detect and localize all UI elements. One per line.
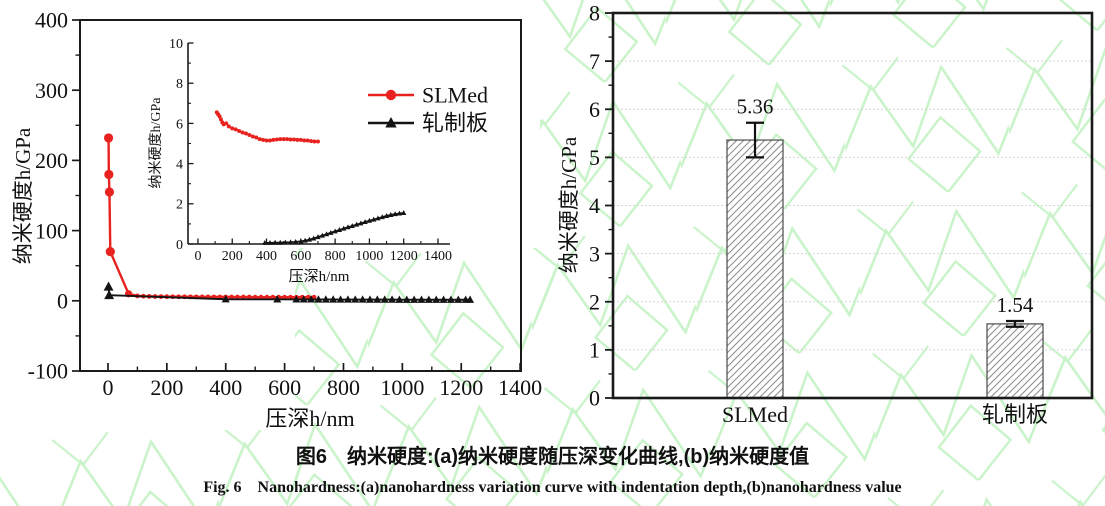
svg-text:4: 4 bbox=[176, 158, 183, 173]
svg-text:4: 4 bbox=[589, 193, 600, 218]
inset-series-rolled-plate bbox=[262, 210, 407, 245]
chart-b-y-label: 纳米硬度h/GPa bbox=[557, 136, 581, 273]
svg-text:1200: 1200 bbox=[390, 249, 418, 264]
bar-slmed: 5.36 SLMed bbox=[722, 95, 788, 427]
svg-text:1000: 1000 bbox=[380, 375, 424, 400]
svg-text:6: 6 bbox=[589, 97, 600, 122]
svg-text:纳米硬度h/GPa: 纳米硬度h/GPa bbox=[148, 97, 164, 189]
svg-text:0: 0 bbox=[589, 386, 600, 411]
svg-text:3: 3 bbox=[589, 241, 600, 266]
svg-text:200: 200 bbox=[35, 148, 68, 173]
svg-text:5: 5 bbox=[589, 145, 600, 170]
svg-text:10: 10 bbox=[169, 37, 183, 52]
svg-text:100: 100 bbox=[35, 218, 68, 243]
legend-item-slmed: SLMed bbox=[368, 83, 488, 108]
svg-text:1000: 1000 bbox=[355, 249, 383, 264]
svg-text:8: 8 bbox=[589, 1, 600, 26]
bar-value-label: 1.54 bbox=[997, 293, 1034, 317]
chart-b-nanohardness-bars: 0 1 2 3 4 5 6 7 8 5.36 SLMed 1.54 轧制板 纳米硬度h/GPa bbox=[557, 1, 1094, 427]
svg-text:压深h/nm: 压深h/nm bbox=[265, 406, 354, 431]
series-slmed bbox=[103, 133, 317, 300]
legend-item-rolled-plate: 轧制板 bbox=[368, 111, 488, 136]
bars: 5.36 SLMed 1.54 轧制板 bbox=[722, 95, 1048, 427]
svg-text:-100: -100 bbox=[28, 359, 68, 384]
svg-text:2: 2 bbox=[176, 198, 183, 213]
svg-text:800: 800 bbox=[325, 249, 346, 264]
svg-text:1: 1 bbox=[589, 338, 600, 363]
svg-text:300: 300 bbox=[35, 78, 68, 103]
error-bar-slmed bbox=[746, 121, 764, 159]
svg-text:0: 0 bbox=[102, 375, 113, 400]
svg-text:纳米硬度h/GPa: 纳米硬度h/GPa bbox=[557, 136, 581, 273]
series-rolled-plate bbox=[103, 281, 475, 303]
category-label: 轧制板 bbox=[982, 402, 1048, 427]
inset-chart: 0 2 4 6 8 10 0 200 400 600 800 1000 1200 1400 压深h/nm 纳米… bbox=[148, 37, 452, 285]
inset-series-slmed bbox=[214, 110, 320, 144]
svg-text:1200: 1200 bbox=[439, 375, 483, 400]
svg-text:2: 2 bbox=[589, 289, 600, 314]
svg-text:轧制板: 轧制板 bbox=[422, 111, 488, 136]
caption-chinese: 图6 纳米硬度:(a)纳米硬度随压深变化曲线,(b)纳米硬度值 bbox=[295, 446, 810, 468]
svg-text:400: 400 bbox=[256, 249, 277, 264]
svg-text:400: 400 bbox=[209, 375, 242, 400]
svg-text:压深h/nm: 压深h/nm bbox=[289, 268, 350, 285]
svg-text:0: 0 bbox=[57, 289, 68, 314]
svg-text:SLMed: SLMed bbox=[422, 83, 488, 108]
category-label: SLMed bbox=[722, 402, 788, 427]
chart-a-y-label: 纳米硬度h/GPa bbox=[11, 127, 35, 264]
svg-text:1400: 1400 bbox=[498, 375, 542, 400]
chart-b-frame bbox=[611, 11, 1094, 400]
chart-a-x-label: 压深h/nm bbox=[265, 406, 354, 431]
svg-text:8: 8 bbox=[176, 77, 183, 92]
svg-text:1400: 1400 bbox=[424, 249, 452, 264]
svg-text:200: 200 bbox=[150, 375, 183, 400]
svg-text:800: 800 bbox=[327, 375, 360, 400]
legend: SLMed 轧制板 bbox=[368, 83, 488, 136]
chart-a-y-axis: -100 0 100 200 300 400 bbox=[28, 8, 80, 384]
chart-a-x-axis: 0 200 400 600 800 1000 1200 1400 bbox=[102, 363, 542, 400]
svg-text:600: 600 bbox=[290, 249, 311, 264]
bar-value-label: 5.36 bbox=[737, 95, 774, 119]
svg-text:7: 7 bbox=[589, 49, 600, 74]
svg-text:0: 0 bbox=[176, 238, 183, 253]
chart-b-y-axis: 0 1 2 3 4 5 6 7 8 bbox=[589, 1, 613, 411]
svg-text:0: 0 bbox=[194, 249, 201, 264]
svg-text:200: 200 bbox=[222, 249, 243, 264]
svg-text:纳米硬度h/GPa: 纳米硬度h/GPa bbox=[11, 127, 35, 264]
error-bar-rolled-plate bbox=[1006, 319, 1024, 328]
caption-english: Fig. 6 Nanohardness:(a)nanohardness vari… bbox=[203, 479, 902, 496]
chart-a-frame bbox=[79, 19, 522, 372]
svg-text:6: 6 bbox=[176, 117, 183, 132]
svg-text:400: 400 bbox=[35, 8, 68, 33]
bar-rolled-plate: 1.54 轧制板 bbox=[982, 293, 1048, 427]
svg-text:600: 600 bbox=[268, 375, 301, 400]
